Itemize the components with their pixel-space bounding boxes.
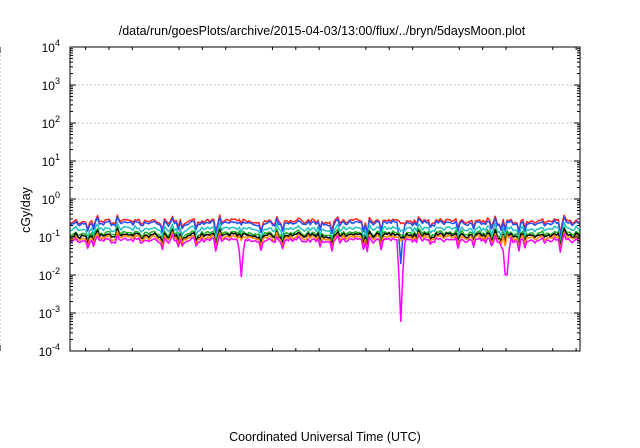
- series-line-2: [69, 222, 581, 243]
- x-axis-label: Coordinated Universal Time (UTC): [229, 430, 421, 444]
- series-line-0: [69, 214, 581, 235]
- y-tick-label: 10-3: [39, 304, 60, 321]
- series-layer: [69, 214, 581, 323]
- y-tick-label: 102: [42, 114, 60, 131]
- chart-title: /data/run/goesPlots/archive/2015-04-03/1…: [119, 24, 526, 38]
- y-tick-label: 10-1: [39, 228, 60, 245]
- ticks: 10-410-310-210-11001011021031042015-3-30…: [0, 0, 580, 359]
- y-tick-label: 103: [42, 76, 60, 93]
- y-tick-label: 10-2: [39, 266, 60, 283]
- series-line-5: [69, 230, 581, 252]
- series-line-4: [69, 227, 581, 249]
- y-tick-label: 101: [42, 152, 60, 169]
- y-tick-label: 104: [42, 38, 60, 55]
- series-line-6: [69, 233, 581, 323]
- y-tick-label: 100: [42, 190, 60, 207]
- series-line-1: [69, 215, 581, 265]
- grid: [0, 47, 580, 351]
- y-tick-label: 10-4: [39, 342, 60, 359]
- y-axis-label: cGy/day: [19, 186, 33, 233]
